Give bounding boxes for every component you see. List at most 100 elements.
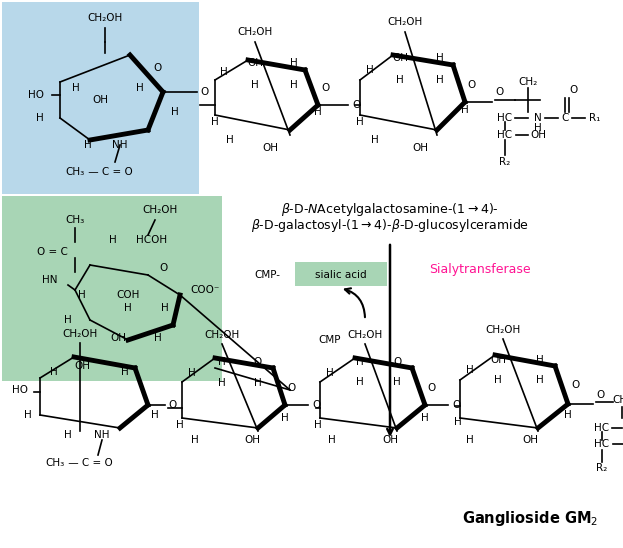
Text: OH: OH <box>392 53 408 63</box>
Text: H: H <box>220 67 228 77</box>
Text: H: H <box>218 357 226 367</box>
Text: CH₃: CH₃ <box>45 458 65 468</box>
Text: H: H <box>536 355 544 365</box>
Text: H: H <box>151 410 159 420</box>
Text: H: H <box>24 410 32 420</box>
Text: O: O <box>159 263 167 273</box>
Text: H: H <box>393 377 401 387</box>
Text: H: H <box>211 117 219 127</box>
Text: H: H <box>72 83 80 93</box>
Text: H: H <box>536 375 544 385</box>
Text: H: H <box>124 303 132 313</box>
Text: HC: HC <box>594 423 609 433</box>
Text: CH₃: CH₃ <box>65 215 85 225</box>
Text: H: H <box>454 417 462 427</box>
Text: HC: HC <box>594 439 609 449</box>
Text: H: H <box>366 65 374 75</box>
Text: O: O <box>393 357 401 367</box>
Text: HCOH: HCOH <box>136 235 168 245</box>
Text: H: H <box>254 378 262 388</box>
Text: O: O <box>312 400 320 410</box>
Text: H: H <box>251 80 259 90</box>
Text: OH: OH <box>382 435 398 445</box>
Text: OH: OH <box>412 143 428 153</box>
Text: O: O <box>569 85 577 95</box>
Text: OH: OH <box>74 361 90 371</box>
Text: H: H <box>188 368 196 378</box>
Text: OH: OH <box>490 355 506 365</box>
Text: — C = O: — C = O <box>65 458 113 468</box>
Text: H: H <box>356 357 364 367</box>
Text: H: H <box>314 420 322 430</box>
Text: NH: NH <box>112 140 128 150</box>
Text: OH: OH <box>247 58 263 68</box>
Text: $\beta$-$\rm{D}$-$\it{N}$Acetylgalactosamine-(1$\rightarrow$4)-: $\beta$-$\rm{D}$-$\it{N}$Acetylgalactosa… <box>281 202 499 219</box>
Text: R₂: R₂ <box>596 463 607 473</box>
Text: H: H <box>466 435 474 445</box>
Text: H: H <box>84 140 92 150</box>
Text: CH₂OH: CH₂OH <box>143 205 178 215</box>
Text: COH: COH <box>117 290 140 300</box>
Text: CH₂OH: CH₂OH <box>237 27 273 37</box>
Text: O: O <box>352 100 360 110</box>
Text: H: H <box>191 435 199 445</box>
Text: C: C <box>561 113 569 123</box>
Text: H: H <box>171 107 179 117</box>
Text: H: H <box>281 413 289 423</box>
Text: HC: HC <box>497 113 513 123</box>
Text: H: H <box>109 235 117 245</box>
Text: H: H <box>290 58 298 68</box>
Text: CH₂OH: CH₂OH <box>348 330 383 340</box>
Text: O: O <box>200 87 208 97</box>
Text: HO: HO <box>12 385 28 395</box>
Text: CH₂OH: CH₂OH <box>388 17 422 27</box>
Text: H: H <box>50 367 58 377</box>
Text: H: H <box>436 53 444 63</box>
Text: — C = O: — C = O <box>85 167 133 177</box>
Text: H: H <box>564 410 572 420</box>
Text: R₂: R₂ <box>500 157 511 167</box>
Text: OH: OH <box>262 143 278 153</box>
Text: H: H <box>314 107 322 117</box>
Text: CH₂OH: CH₂OH <box>62 329 98 339</box>
Text: H: H <box>326 368 334 378</box>
Text: OH: OH <box>244 435 260 445</box>
Text: O: O <box>468 80 476 90</box>
Text: HO: HO <box>28 90 44 100</box>
Text: COO⁻: COO⁻ <box>190 285 220 295</box>
Text: O: O <box>154 63 162 73</box>
Text: HC: HC <box>497 130 513 140</box>
Text: H: H <box>494 375 502 385</box>
Text: H: H <box>154 333 162 343</box>
Text: OH: OH <box>92 95 108 105</box>
Bar <box>2 196 222 381</box>
Text: O: O <box>596 390 604 400</box>
Text: NH: NH <box>94 430 110 440</box>
Text: O: O <box>288 383 296 393</box>
Text: CMP-: CMP- <box>254 270 280 280</box>
Bar <box>2 2 199 194</box>
Text: H: H <box>161 303 169 313</box>
Text: H: H <box>461 105 469 115</box>
Text: H: H <box>371 135 379 145</box>
Text: CH₃: CH₃ <box>66 167 85 177</box>
Text: $\beta$-$\rm{D}$-galactosyl-(1$\rightarrow$4)-$\beta$-$\rm{D}$-glucosylceramide: $\beta$-$\rm{D}$-galactosyl-(1$\rightarr… <box>251 218 529 235</box>
Text: H: H <box>136 83 144 93</box>
Text: H: H <box>356 377 364 387</box>
Text: CH₂OH: CH₂OH <box>87 13 123 23</box>
Text: H: H <box>176 420 184 430</box>
Text: H: H <box>466 365 474 375</box>
Text: H: H <box>78 290 86 300</box>
Text: CH₂: CH₂ <box>518 77 538 87</box>
Text: H: H <box>36 113 44 123</box>
Text: O: O <box>452 400 460 410</box>
Text: O: O <box>254 357 262 367</box>
Text: CH₂OH: CH₂OH <box>485 325 521 335</box>
Text: OH: OH <box>522 435 538 445</box>
Text: H: H <box>121 367 129 377</box>
Text: H: H <box>421 413 429 423</box>
Text: CMP: CMP <box>319 335 341 345</box>
Text: O: O <box>572 380 580 390</box>
Text: O: O <box>428 383 436 393</box>
Text: O = C: O = C <box>37 247 67 257</box>
